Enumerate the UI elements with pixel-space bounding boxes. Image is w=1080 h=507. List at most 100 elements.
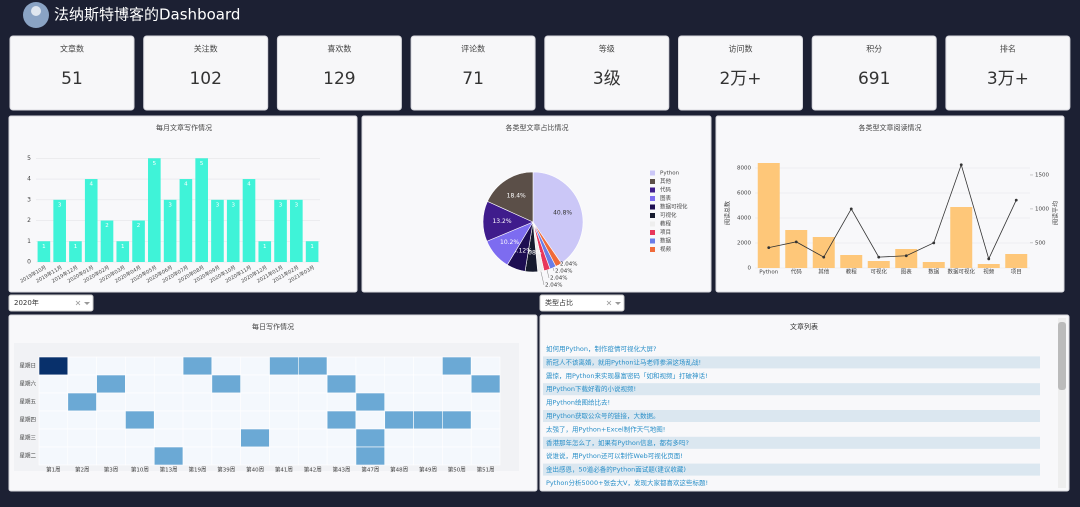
bar bbox=[785, 230, 808, 268]
article-link[interactable]: 香港那年怎么了，如果有Python信息，都有多吗? bbox=[546, 438, 689, 447]
bar bbox=[305, 241, 319, 262]
bar bbox=[1005, 254, 1028, 268]
line-point bbox=[877, 255, 881, 259]
list-row-bg bbox=[543, 436, 1040, 449]
line-point bbox=[767, 246, 771, 250]
heat-cell bbox=[413, 446, 443, 466]
legend-swatch bbox=[650, 230, 655, 235]
slice-label: 2.04% bbox=[555, 269, 572, 275]
slice-label: 10.2% bbox=[500, 239, 519, 246]
data-label: 2 bbox=[105, 223, 109, 229]
legend-label: 图表 bbox=[660, 194, 672, 202]
heat-cell bbox=[442, 356, 472, 376]
bar bbox=[179, 179, 193, 262]
avatar-detail bbox=[31, 6, 41, 16]
list-row-bg bbox=[543, 463, 1040, 476]
heat-cell bbox=[153, 356, 184, 376]
y2-tick-label: 1000 bbox=[1035, 206, 1049, 212]
pie-slice bbox=[532, 171, 584, 264]
article-link[interactable]: 说谁说，用Python还可以制作Web可视化页面! bbox=[546, 451, 683, 460]
heat-cell bbox=[211, 374, 241, 394]
scrollbar-thumb[interactable] bbox=[1058, 322, 1066, 390]
bar bbox=[922, 262, 945, 268]
heat-cell bbox=[326, 410, 357, 430]
stat-label: 排名 bbox=[1000, 44, 1016, 54]
data-label: 5 bbox=[153, 161, 157, 167]
article-link[interactable]: 用Python获取公众号的链接，大数据。 bbox=[546, 411, 660, 420]
data-label: 3 bbox=[279, 202, 283, 208]
heat-cell bbox=[153, 446, 184, 466]
article-link[interactable]: 如何用Python，制作疫情可视化大屏? bbox=[546, 344, 656, 353]
heat-cell bbox=[96, 428, 126, 448]
x-tick-label: 第10周 bbox=[131, 466, 149, 474]
heat-cell bbox=[125, 428, 155, 448]
bar bbox=[840, 255, 863, 268]
legend-label: Python bbox=[660, 171, 680, 177]
y-tick-label: 1 bbox=[27, 238, 31, 245]
line-point bbox=[904, 254, 908, 258]
article-link[interactable]: 金出感恩，50道必备的Python面试题(建议收藏) bbox=[546, 465, 686, 474]
heat-cell bbox=[67, 392, 97, 412]
legend-swatch bbox=[650, 196, 655, 201]
heat-cell bbox=[67, 428, 97, 448]
heat-cell bbox=[182, 410, 213, 430]
article-link[interactable]: 用Python下载好看的小说视频! bbox=[546, 384, 636, 393]
x-tick-label: 其他 bbox=[818, 268, 830, 276]
y-tick-label: 2 bbox=[27, 217, 31, 224]
x-tick-label: 视频 bbox=[983, 268, 995, 276]
stat-card bbox=[276, 35, 402, 111]
heat-cell bbox=[413, 392, 443, 412]
header-title: 法纳斯特博客的Dashboard bbox=[54, 6, 240, 24]
caret-icon bbox=[84, 302, 90, 305]
heat-cell bbox=[442, 410, 472, 430]
heat-cell bbox=[125, 446, 155, 466]
heat-cell bbox=[355, 392, 386, 412]
heat-cell bbox=[413, 374, 443, 394]
y-tick-label: 0 bbox=[27, 259, 31, 266]
heat-cell bbox=[298, 356, 328, 376]
legend-label: 数据可视化 bbox=[660, 203, 688, 211]
stat-value: 71 bbox=[462, 69, 484, 89]
y-tick-label: 4000 bbox=[737, 216, 751, 222]
data-label: 1 bbox=[263, 244, 267, 250]
bar bbox=[116, 241, 130, 262]
chart-title: 每月文章写作情况 bbox=[156, 123, 212, 132]
data-label: 1 bbox=[42, 244, 46, 250]
heat-cell bbox=[240, 428, 270, 448]
bar bbox=[242, 179, 256, 262]
line-point bbox=[1014, 198, 1018, 202]
dropdown[interactable] bbox=[539, 294, 625, 312]
leader-line bbox=[540, 271, 545, 286]
article-link[interactable]: 太强了，用Python+Excel制作天气地图! bbox=[546, 424, 665, 433]
heat-cell bbox=[355, 374, 386, 394]
heat-cell bbox=[38, 446, 69, 466]
x-tick-label: 第2周 bbox=[75, 466, 90, 474]
article-link[interactable]: 用Python绘图给比去! bbox=[546, 398, 610, 407]
bar bbox=[53, 199, 66, 262]
heat-cell bbox=[153, 410, 184, 430]
legend-label: 代码 bbox=[660, 186, 672, 194]
heat-cell bbox=[38, 392, 69, 412]
data-label: 3 bbox=[231, 202, 235, 208]
stat-label: 喜欢数 bbox=[327, 44, 351, 54]
article-link[interactable]: 震惊，用Python来实现暴富密码「如和视频」打破神话! bbox=[546, 371, 708, 380]
article-link[interactable]: Python分析5000+张会大V，发现大家都喜欢这些标题! bbox=[546, 478, 708, 487]
x-tick-label: 数据 bbox=[928, 268, 940, 276]
heat-cell bbox=[67, 356, 97, 376]
list-row-bg bbox=[543, 410, 1040, 422]
article-link[interactable]: 新冠人不该离婚，就用Python让马老师参演这场乱战! bbox=[546, 357, 701, 366]
line bbox=[768, 163, 1017, 260]
bar bbox=[757, 163, 780, 268]
heat-cell bbox=[182, 446, 213, 466]
heat-cell bbox=[413, 356, 443, 376]
dropdown[interactable] bbox=[8, 294, 94, 312]
data-label: 1 bbox=[310, 244, 314, 250]
heat-cell bbox=[125, 356, 155, 376]
x-tick-label: 第41周 bbox=[275, 466, 293, 474]
heat-cell bbox=[96, 374, 126, 394]
data-label: 3 bbox=[58, 202, 62, 208]
y-tick-label: 星期日 bbox=[19, 363, 36, 370]
y-tick-label: 6000 bbox=[737, 191, 751, 197]
y-tick-label: 星期二 bbox=[19, 453, 36, 460]
